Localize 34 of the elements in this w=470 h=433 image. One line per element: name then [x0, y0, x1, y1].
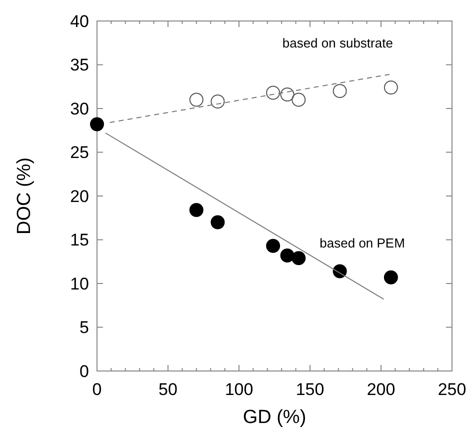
- point: [90, 117, 104, 132]
- series-label: based on PEM: [320, 235, 405, 250]
- point: [266, 86, 280, 100]
- point: [292, 92, 306, 107]
- y-axis-title: DOC (%): [14, 157, 35, 235]
- point: [210, 94, 225, 108]
- point: [266, 238, 280, 253]
- x-tick-label: 150: [296, 380, 324, 399]
- point: [280, 248, 294, 262]
- y-tick-label: 30: [70, 99, 89, 118]
- x-tick-label: 50: [158, 380, 178, 399]
- point: [332, 84, 347, 98]
- y-tick-label: 5: [80, 318, 89, 338]
- y-tick-label: 40: [70, 12, 89, 31]
- point: [189, 203, 204, 217]
- x-tick-label: 100: [224, 380, 254, 399]
- x-tick-label: 200: [366, 380, 396, 399]
- y-tick-label: 35: [70, 56, 89, 75]
- x-tick-label: 0: [92, 380, 102, 399]
- point: [384, 80, 398, 94]
- x-axis-title: GD (%): [242, 407, 306, 428]
- y-tick-label: 20: [70, 186, 89, 206]
- point: [210, 215, 225, 230]
- x-tick-label: 250: [438, 380, 466, 399]
- point: [189, 92, 204, 107]
- point: [280, 88, 294, 102]
- point: [332, 264, 347, 278]
- text: based on substrate: [282, 36, 393, 50]
- y-tick-label: 25: [70, 143, 89, 162]
- y-tick-label: 0: [80, 362, 89, 381]
- y-tick-label: 10: [70, 274, 89, 294]
- point: [292, 251, 306, 266]
- point: [384, 270, 398, 284]
- y-tick-label: 15: [70, 230, 89, 250]
